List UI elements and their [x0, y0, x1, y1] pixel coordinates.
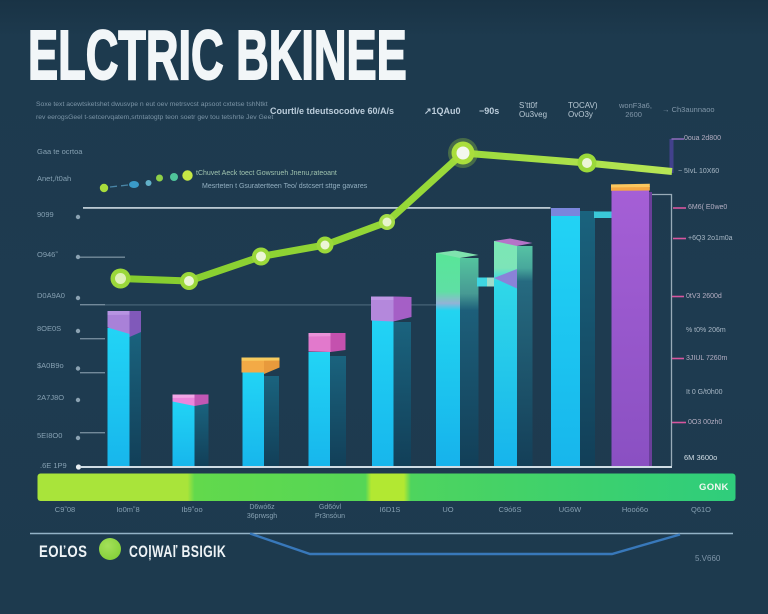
svg-text:GONK: GONK [699, 482, 729, 493]
